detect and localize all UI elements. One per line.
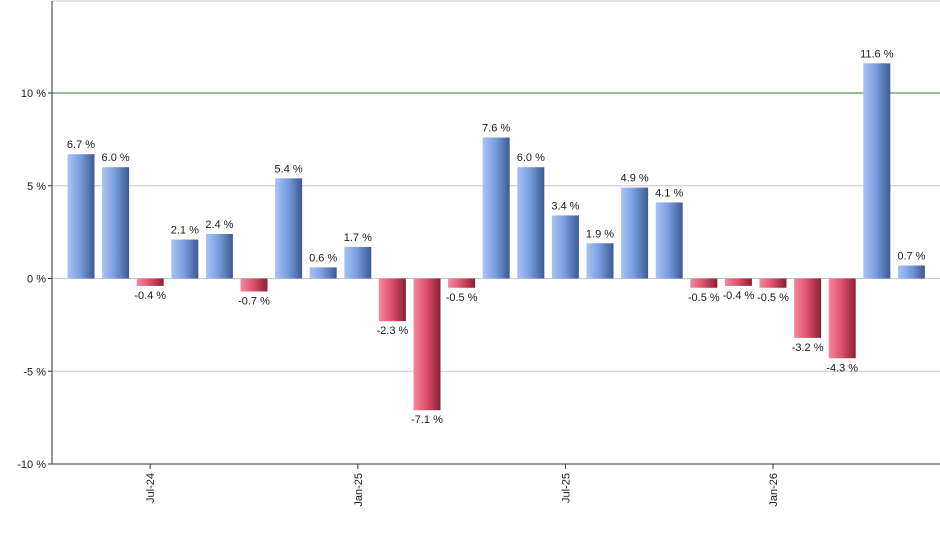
bar-16 [621, 187, 649, 279]
data-label-24: 0.7 % [897, 251, 925, 263]
bar-2 [136, 278, 164, 286]
bar-24 [897, 265, 925, 279]
data-label-21: -3.2 % [792, 342, 824, 354]
data-label-17: 4.1 % [655, 187, 683, 199]
y-tick-label-0: 10 % [21, 88, 46, 100]
bar-23 [863, 63, 891, 279]
x-tick-label-2: Jul-25 [560, 473, 572, 503]
bar-11 [448, 278, 476, 288]
bar-12 [482, 137, 510, 279]
data-label-16: 4.9 % [621, 173, 649, 185]
data-label-1: 6.0 % [102, 152, 130, 164]
y-axis-ticks: 10 % 5 % 0 % -5 % -10 % [17, 88, 52, 471]
bars [67, 63, 925, 411]
y-tick-label-3: -5 % [23, 366, 46, 378]
y-tick-label-4: -10 % [17, 459, 46, 471]
data-label-13: 6.0 % [517, 152, 545, 164]
bar-3 [171, 239, 199, 279]
data-label-10: -7.1 % [411, 414, 443, 426]
bar-8 [344, 246, 372, 279]
data-label-23: 11.6 % [860, 48, 894, 60]
data-label-22: -4.3 % [826, 362, 858, 374]
data-label-14: 3.4 % [551, 200, 579, 212]
x-tick-label-1: Jan-25 [353, 473, 365, 507]
bar-19 [724, 278, 752, 286]
x-tick-label-3: Jan-26 [768, 473, 780, 507]
data-label-6: 5.4 % [275, 163, 303, 175]
bar-14 [551, 215, 579, 279]
data-label-7: 0.6 % [309, 252, 337, 264]
data-label-12: 7.6 % [482, 123, 510, 135]
bar-13 [517, 167, 545, 279]
bar-1 [102, 167, 130, 279]
y-tick-label-1: 5 % [27, 181, 46, 193]
data-label-5: -0.7 % [238, 295, 270, 307]
bar-5 [240, 278, 268, 292]
bar-15 [586, 243, 614, 279]
bar-7 [309, 267, 337, 279]
bar-20 [759, 278, 787, 288]
data-labels: 6.7 % 6.0 % -0.4 % 2.1 % 2.4 % -0.7 % 5.4 % 0.6… [67, 48, 926, 426]
bar-6 [275, 178, 303, 279]
data-label-11: -0.5 % [446, 292, 478, 304]
data-label-0: 6.7 % [67, 139, 95, 151]
x-axis-ticks: Jul-24 Jan-25 Jul-25 Jan-26 [145, 464, 780, 507]
bar-22 [828, 278, 856, 359]
bar-10 [413, 278, 441, 411]
bar-18 [690, 278, 718, 288]
bar-9 [378, 278, 406, 322]
axes [51, 1, 940, 465]
data-label-3: 2.1 % [171, 225, 199, 237]
y-tick-label-2: 0 % [27, 274, 46, 286]
data-label-19: -0.4 % [723, 290, 755, 302]
data-label-9: -2.3 % [377, 325, 409, 337]
data-label-20: -0.5 % [757, 292, 789, 304]
bar-21 [794, 278, 822, 338]
bar-17 [655, 202, 683, 279]
bar-4 [205, 233, 233, 279]
x-tick-label-0: Jul-24 [145, 473, 157, 503]
bar-0 [67, 154, 95, 279]
data-label-15: 1.9 % [586, 228, 614, 240]
data-label-4: 2.4 % [205, 219, 233, 231]
data-label-8: 1.7 % [344, 232, 372, 244]
data-label-2: -0.4 % [134, 290, 166, 302]
data-label-18: -0.5 % [688, 292, 720, 304]
